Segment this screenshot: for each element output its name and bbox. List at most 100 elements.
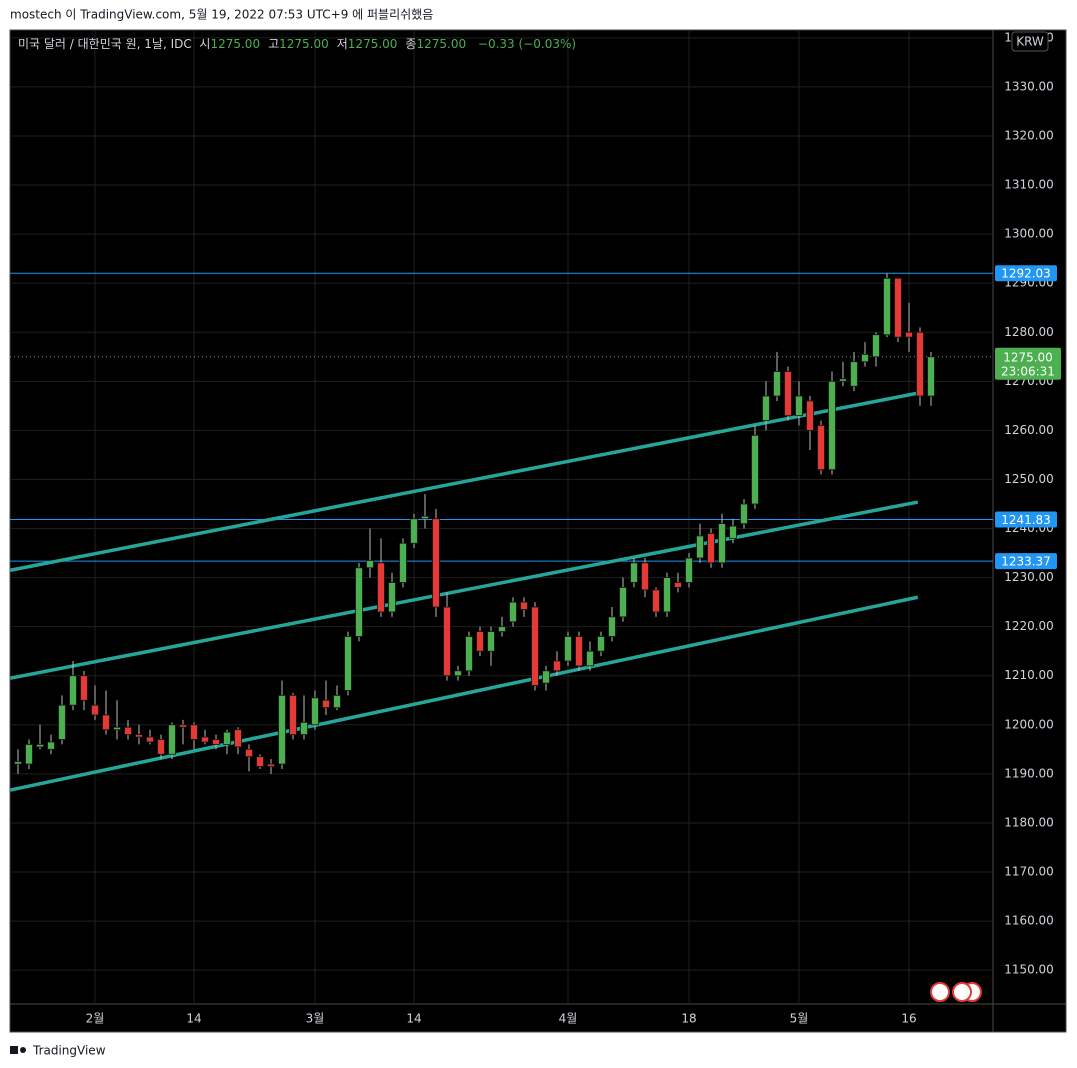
candle-body: [773, 371, 781, 397]
price-label-bg: [995, 553, 1057, 570]
candle-body: [641, 562, 649, 591]
candle-body: [509, 601, 517, 623]
candle-body: [597, 636, 605, 652]
brand: TradingView: [10, 1044, 106, 1058]
y-tick-label: 1230.00: [1004, 570, 1054, 584]
ohlc-value: 1275.00: [416, 37, 467, 51]
y-tick-label: 1300.00: [1004, 227, 1054, 241]
price-label-bg: [995, 265, 1057, 282]
candle-body: [157, 739, 165, 755]
candle-body: [322, 699, 330, 709]
candle-body: [553, 660, 561, 672]
y-tick-label: 1330.00: [1004, 79, 1054, 93]
y-tick-label: 1180.00: [1004, 815, 1054, 829]
candle-body: [663, 577, 671, 613]
last-price-bg: [995, 347, 1061, 380]
candle-body: [564, 636, 572, 662]
candle-body: [498, 626, 506, 632]
candle-body: [421, 515, 429, 520]
candle-body: [905, 331, 913, 338]
candle-body: [146, 736, 154, 743]
candle-body: [608, 616, 616, 637]
brand-name: TradingView: [32, 1044, 106, 1058]
candle-body: [366, 560, 374, 569]
ohlc: 시1275.00 고1275.00 저1275.00 종1275.00: [199, 37, 474, 51]
price-label: 1241.83: [1001, 513, 1051, 527]
candle-body: [223, 731, 231, 745]
candle-body: [289, 694, 297, 736]
candle-body: [113, 726, 121, 731]
candle-body: [894, 277, 902, 338]
event-icon: [930, 982, 950, 1002]
candle-body: [256, 756, 264, 767]
logo: [20, 1047, 26, 1053]
candle-body: [47, 741, 55, 750]
candle-body: [267, 763, 275, 767]
candle-body: [278, 694, 286, 765]
candle-body: [399, 542, 407, 583]
currency: KRW: [1016, 35, 1044, 49]
candle-body: [751, 434, 759, 505]
candle-body: [432, 518, 440, 608]
candle-body: [69, 675, 77, 706]
ohlc-value: 1275.00: [279, 37, 329, 51]
candle-body: [916, 331, 924, 397]
trend-line: [10, 391, 919, 572]
candle-body: [685, 557, 693, 583]
candle-body: [586, 650, 594, 667]
candle-body: [58, 704, 66, 740]
candle-body: [190, 724, 198, 740]
candle-body: [927, 356, 935, 397]
candle-body: [718, 523, 726, 564]
y-tick-label: 1160.00: [1004, 914, 1054, 928]
y-tick-label: 1310.00: [1004, 178, 1054, 192]
trend-line: [10, 595, 919, 792]
trend-line: [10, 500, 919, 680]
y-tick-label: 1320.00: [1004, 128, 1054, 142]
candle-body: [410, 518, 418, 544]
candle-body: [80, 675, 88, 701]
candle-body: [784, 371, 792, 417]
x-tick-label: 16: [901, 1012, 916, 1026]
price-label: 1292.03: [1001, 267, 1051, 281]
symbol-title: 미국 달러 / 대한민국 원, 1날, IDC: [18, 37, 192, 51]
candle-body: [806, 400, 814, 431]
candle-body: [828, 380, 836, 471]
y-tick-label: 1150.00: [1004, 963, 1054, 977]
caption: mostech 이 TradingView.com, 5월 19, 2022 0…: [10, 8, 433, 22]
candle-body: [179, 724, 187, 728]
candle-body: [245, 748, 253, 758]
price-label-bg: [995, 511, 1057, 528]
candle-body: [861, 353, 869, 363]
x-tick-label: 2월: [86, 1012, 105, 1026]
last-price-label: 1275.00: [1003, 350, 1053, 364]
y-tick-label: 1190.00: [1004, 766, 1054, 780]
logo: [10, 1046, 18, 1054]
candle-body: [344, 636, 352, 691]
ohlc-label: 저: [336, 37, 348, 51]
candle-body: [234, 729, 242, 748]
countdown: 23:06:31: [1001, 364, 1055, 378]
ohlc-label: 시: [199, 37, 211, 51]
candle-body: [36, 744, 44, 748]
candle-body: [377, 562, 385, 613]
candle-body: [124, 726, 132, 736]
x-tick-label: 5월: [790, 1012, 809, 1026]
candle-body: [740, 503, 748, 525]
candle-body: [201, 736, 209, 743]
change: −0.33 (−0.03%): [477, 37, 577, 51]
candle-body: [465, 636, 473, 672]
candle-body: [333, 694, 341, 709]
y-tick-label: 1220.00: [1004, 619, 1054, 633]
candle-body: [487, 631, 495, 652]
candle-body: [652, 589, 660, 613]
price-label: 1233.37: [1001, 555, 1051, 569]
candle-body: [542, 670, 550, 684]
event-icon: [952, 982, 972, 1002]
x-tick-label: 4월: [559, 1012, 578, 1026]
ohlc-value: 1275.00: [347, 37, 398, 51]
x-tick-label: 18: [681, 1012, 696, 1026]
candle-body: [476, 631, 484, 652]
candle-body: [839, 378, 847, 382]
